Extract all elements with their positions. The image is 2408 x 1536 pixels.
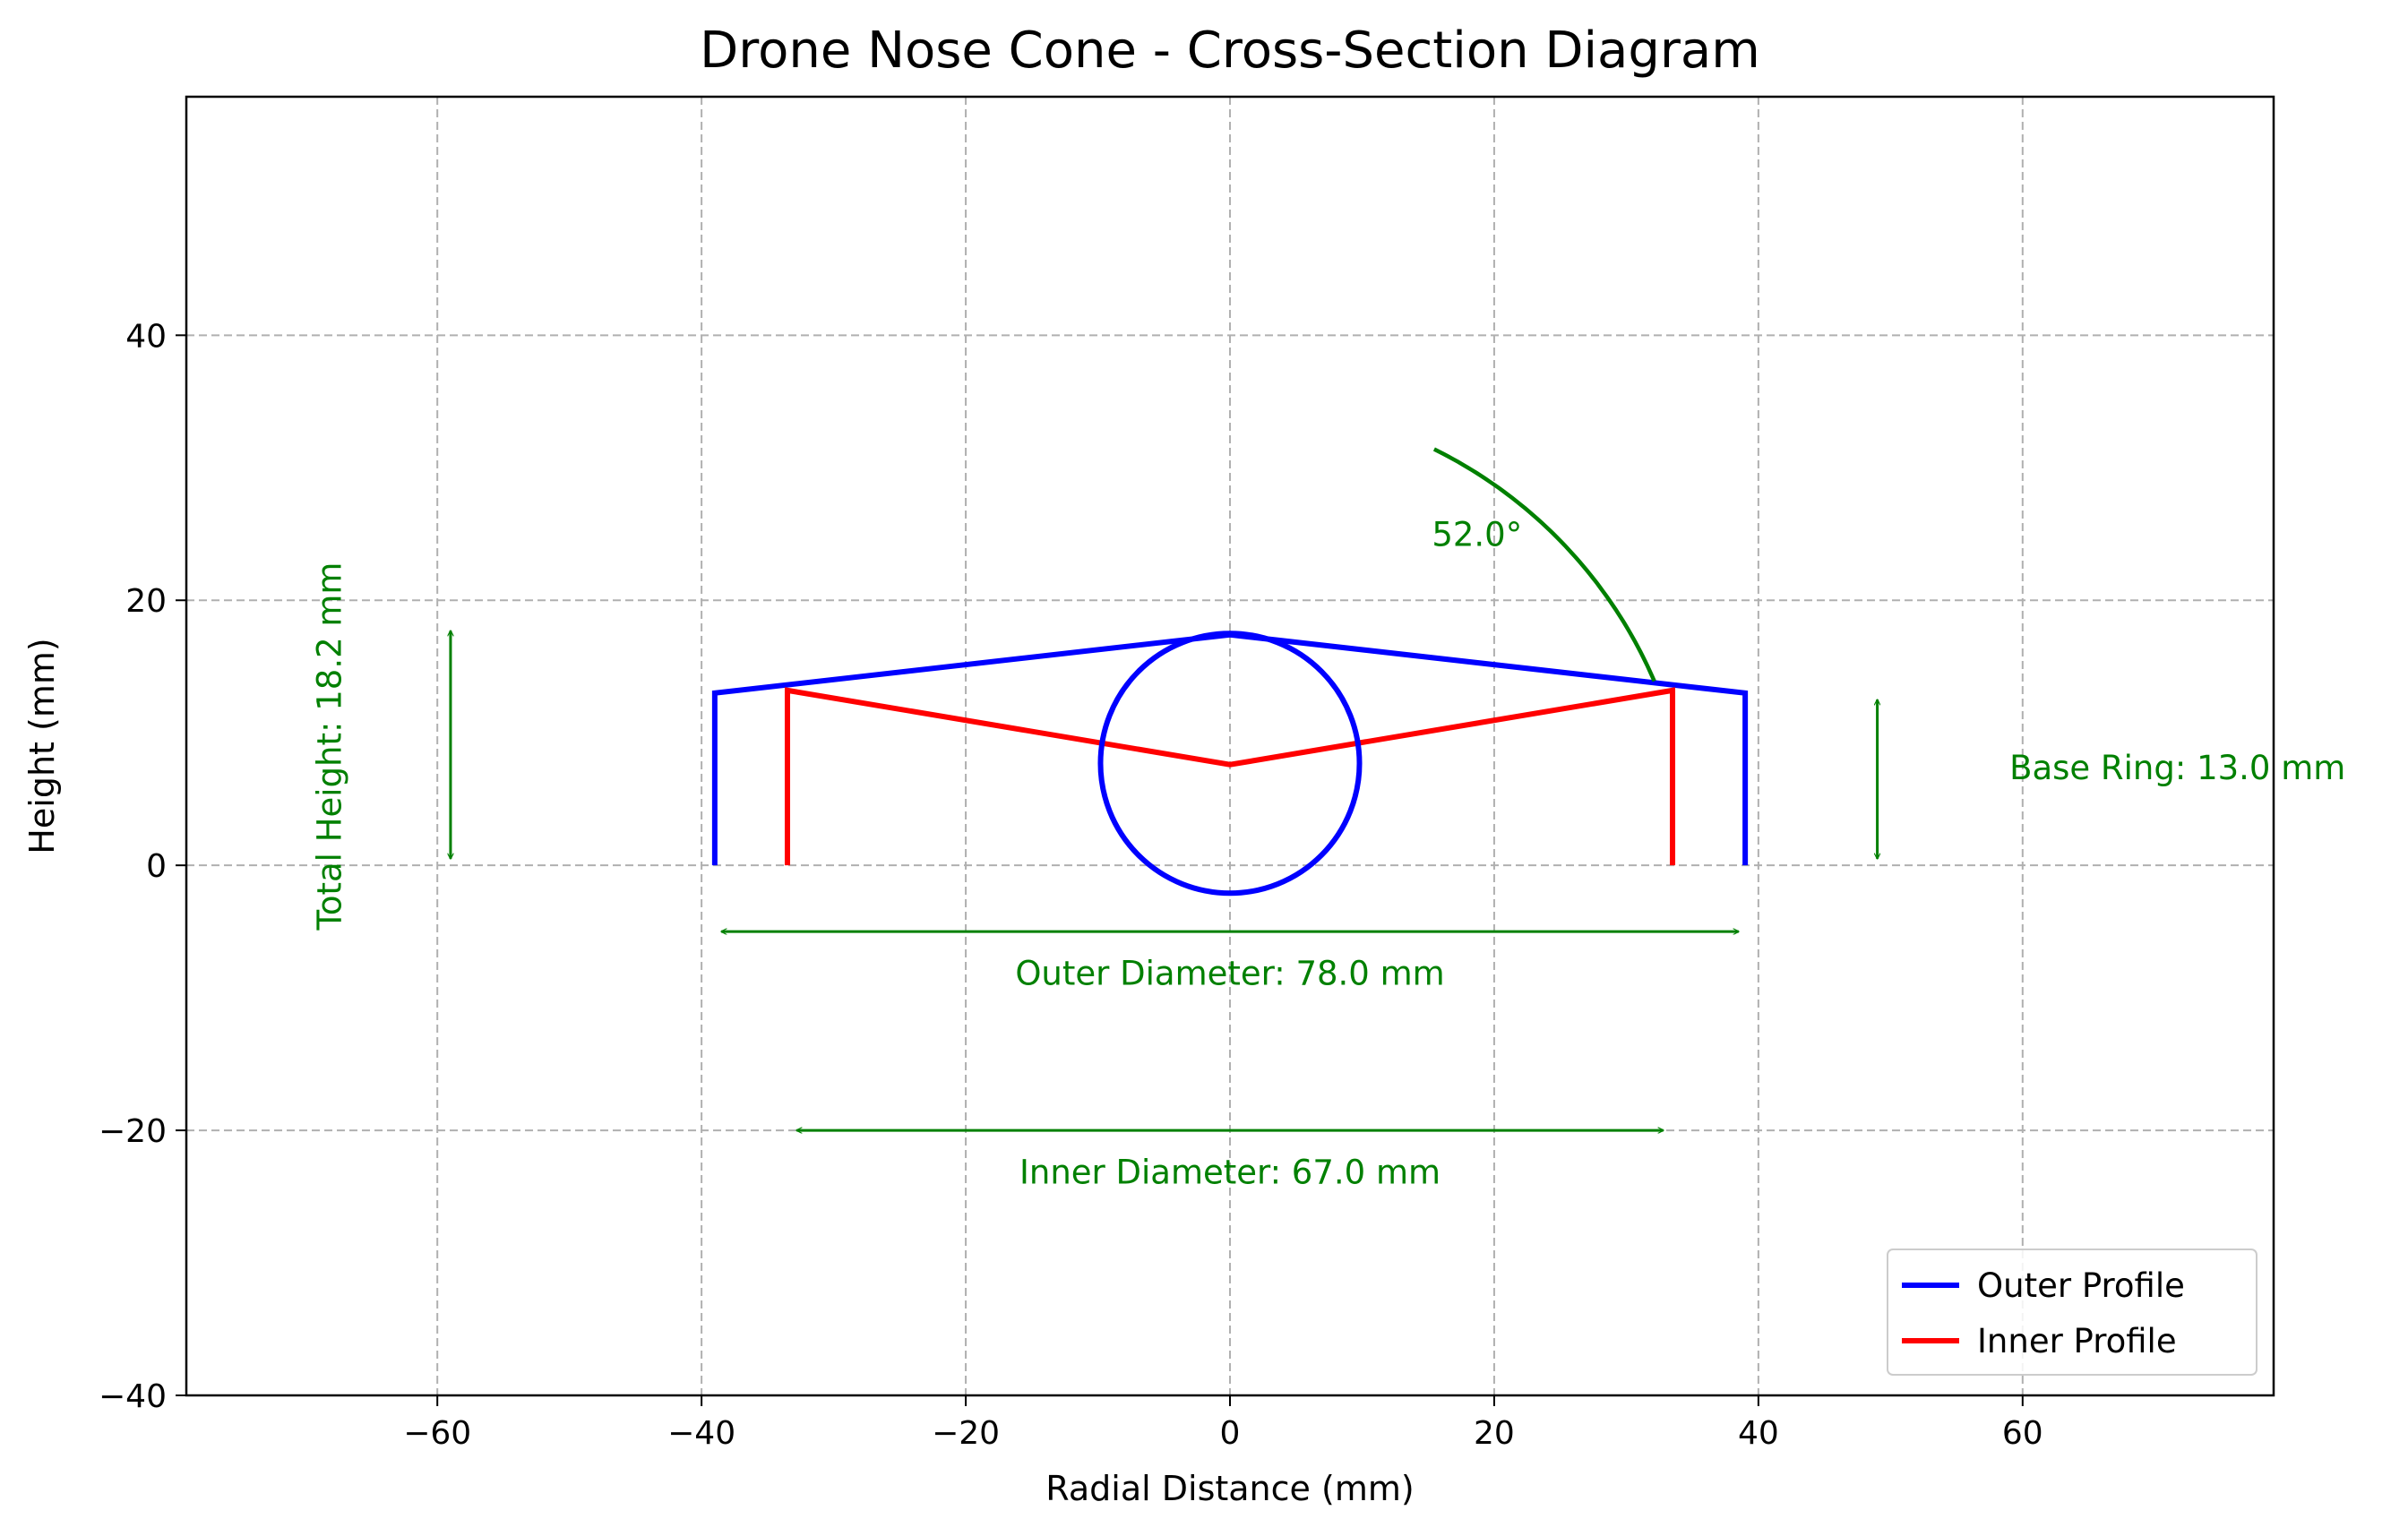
- x-tick-label: −40: [667, 1415, 735, 1452]
- y-tick-label: 0: [146, 848, 167, 885]
- axes: −60 −40 −20 0 20 40 60 −40 −20 0 20 40: [99, 318, 2043, 1452]
- x-tick-label: 60: [2002, 1415, 2043, 1452]
- x-tick-label: 40: [1738, 1415, 1779, 1452]
- angle-arc: [1432, 447, 1656, 682]
- legend-label: Inner Profile: [1977, 1322, 2177, 1360]
- legend-label: Outer Profile: [1977, 1266, 2185, 1305]
- annotations: Outer Diameter: 78.0 mm Inner Diameter: 6…: [311, 447, 2345, 1191]
- annotation-label: Inner Diameter: 67.0 mm: [1019, 1153, 1440, 1191]
- y-tick-label: 40: [125, 318, 167, 355]
- plot-area: [711, 631, 1749, 897]
- x-tick-label: −20: [932, 1415, 1000, 1452]
- legend: Outer Profile Inner Profile: [1887, 1249, 2258, 1376]
- inner-profile-line: [784, 687, 1676, 866]
- chart-title: Drone Nose Cone - Cross-Section Diagram: [700, 21, 1760, 80]
- annotation-label: 52.0°: [1432, 516, 1522, 554]
- x-tick-label: 0: [1220, 1415, 1241, 1452]
- x-tick-label: −60: [403, 1415, 471, 1452]
- circle-outline: [1097, 631, 1363, 897]
- plot-frame: [185, 95, 2275, 1397]
- y-tick-label: −40: [99, 1378, 167, 1415]
- x-axis-label: Radial Distance (mm): [1045, 1469, 1414, 1508]
- legend-box: [1887, 1249, 2258, 1376]
- y-axis-label: Height (mm): [22, 638, 62, 854]
- annotation-label: Total Height: 18.2 mm: [311, 562, 349, 931]
- annotation-label: Base Ring: 13.0 mm: [2009, 749, 2345, 787]
- annotation-label: Outer Diameter: 78.0 mm: [1015, 954, 1444, 992]
- x-tick-label: 20: [1474, 1415, 1515, 1452]
- grid-lines: [186, 97, 2274, 1396]
- y-tick-label: −20: [99, 1113, 167, 1150]
- y-tick-label: 20: [125, 583, 167, 620]
